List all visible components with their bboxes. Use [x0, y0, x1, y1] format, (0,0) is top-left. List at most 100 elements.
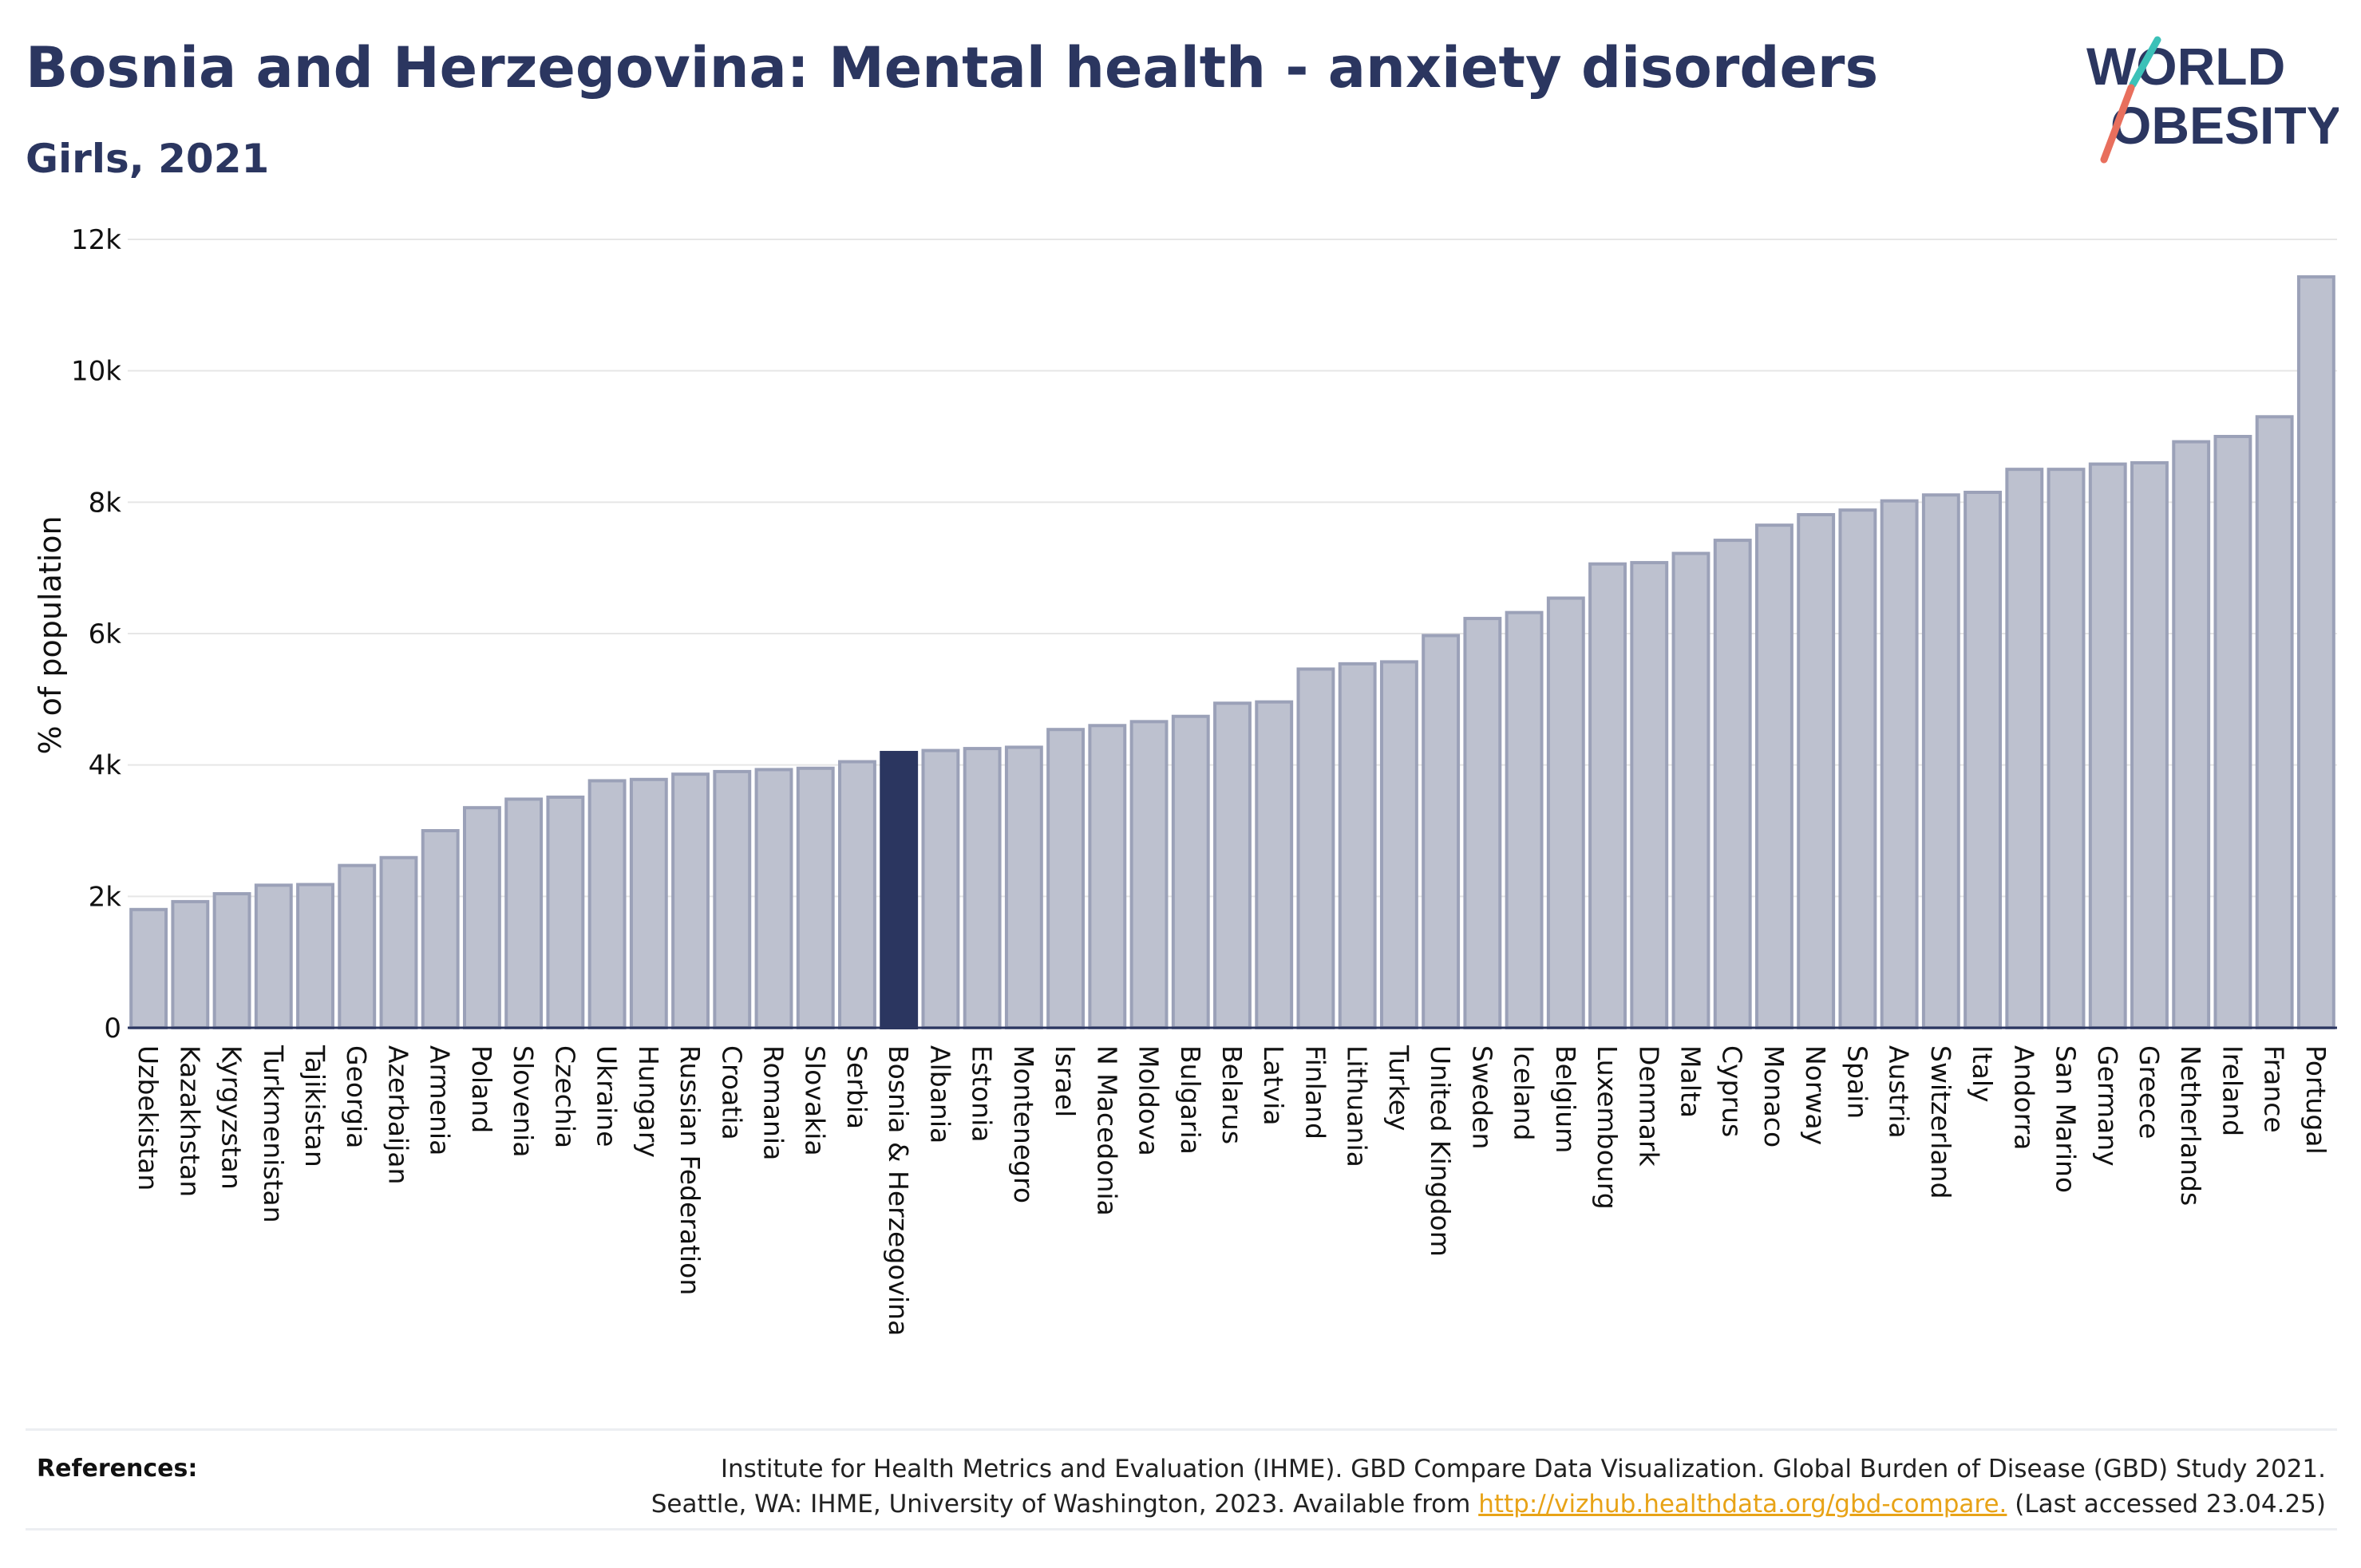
- x-tick-label: Uzbekistan: [132, 1045, 164, 1191]
- bar: [921, 748, 960, 1029]
- chart-title: Bosnia and Herzegovina: Mental health - …: [26, 35, 1879, 101]
- x-tick-label: Turkmenistan: [258, 1045, 289, 1223]
- x-tick-label: Italy: [1967, 1045, 1998, 1103]
- bar: [587, 779, 627, 1030]
- bar: [1797, 512, 1836, 1029]
- y-tick-label: 6k: [89, 618, 122, 650]
- x-tick-label: N Macedonia: [1091, 1045, 1122, 1216]
- logo-line2: OBESITY: [2110, 96, 2339, 155]
- x-tick-label: United Kingdom: [1425, 1045, 1456, 1257]
- bar: [421, 829, 460, 1029]
- bar: [963, 747, 1002, 1029]
- x-tick-label: Andorra: [2008, 1045, 2039, 1150]
- bar: [296, 883, 334, 1029]
- x-tick-label: Turkey: [1383, 1045, 1414, 1131]
- bar: [1088, 724, 1127, 1029]
- bar: [1338, 662, 1377, 1030]
- bar: [129, 907, 168, 1030]
- y-tick-label: 0: [104, 1013, 121, 1045]
- x-tick-label: Lithuania: [1342, 1045, 1373, 1167]
- y-tick-label: 8k: [89, 487, 122, 519]
- tick-labels: 0 2k 4k 6k 8k 10k 12k Uzbekistan Kazakhstan Kyrgy…: [71, 224, 2331, 1336]
- references-text: Institute for Health Metrics and Evaluat…: [651, 1451, 2326, 1522]
- x-tick-label: Azerbaijan: [382, 1045, 413, 1184]
- references-line2-prefix: Seattle, WA: IHME, University of Washing…: [651, 1490, 1479, 1519]
- bar: [2047, 468, 2086, 1029]
- x-tick-label: Croatia: [716, 1045, 747, 1140]
- bar: [1921, 493, 1960, 1029]
- bar-chart: 0 2k 4k 6k 8k 10k 12k Uzbekistan Kazakhstan Kyrgy…: [33, 224, 2337, 1336]
- x-tick-label: Slovenia: [508, 1045, 539, 1157]
- bar: [671, 772, 710, 1030]
- references-line2-suffix: (Last accessed 23.04.25): [2007, 1490, 2326, 1519]
- bar: [504, 797, 544, 1029]
- bar: [1379, 660, 1418, 1029]
- x-tick-label: Armenia: [425, 1045, 456, 1155]
- x-tick-label: Belgium: [1550, 1045, 1581, 1153]
- world-obesity-logo: WORLD OBESITY: [2086, 36, 2339, 164]
- logo-slash-coral: [2100, 84, 2135, 164]
- x-tick-label: Hungary: [633, 1045, 664, 1158]
- references-link[interactable]: http://vizhub.healthdata.org/gbd-compare…: [1478, 1490, 2007, 1519]
- references-line2: Seattle, WA: IHME, University of Washing…: [651, 1487, 2326, 1522]
- bar: [2213, 435, 2252, 1029]
- bar: [1171, 714, 1210, 1029]
- y-tick-label: 12k: [71, 224, 121, 256]
- x-tick-label: Albania: [924, 1045, 955, 1143]
- x-tick-label: Switzerland: [1925, 1045, 1956, 1199]
- references-label: References:: [37, 1455, 198, 1483]
- bar: [754, 768, 793, 1029]
- x-tick-label: Latvia: [1258, 1045, 1289, 1125]
- x-tick-label: San Marino: [2051, 1045, 2082, 1193]
- x-tick-label: Estonia: [967, 1045, 998, 1142]
- bar: [713, 769, 752, 1030]
- bar: [1213, 701, 1252, 1029]
- y-axis-label: % of population: [33, 515, 68, 754]
- references-section: References: Institute for Health Metrics…: [26, 1428, 2337, 1530]
- x-tick-label: Russian Federation: [674, 1045, 706, 1295]
- x-tick-label: Kazakhstan: [174, 1045, 205, 1197]
- x-tick-label: Portugal: [2300, 1045, 2331, 1155]
- bar: [462, 806, 501, 1030]
- bar: [1546, 596, 1585, 1029]
- x-tick-label: Malta: [1675, 1045, 1706, 1118]
- bar: [1296, 667, 1335, 1030]
- chart-subtitle: Girls, 2021: [26, 136, 270, 182]
- x-tick-label: Austria: [1884, 1045, 1915, 1139]
- bar: [1463, 617, 1502, 1029]
- x-tick-label: Kyrgyzstan: [216, 1045, 247, 1190]
- x-tick-label: Denmark: [1633, 1045, 1664, 1167]
- bar: [546, 796, 585, 1029]
- bar: [338, 863, 377, 1030]
- y-tick-label: 4k: [89, 750, 122, 782]
- bar: [1713, 539, 1752, 1029]
- x-tick-label: Cyprus: [1717, 1045, 1748, 1137]
- x-tick-label: France: [2259, 1045, 2290, 1133]
- x-tick-label: Bosnia & Herzegovina: [883, 1045, 914, 1336]
- x-tick-label: Israel: [1050, 1045, 1081, 1117]
- bar: [171, 899, 210, 1030]
- bar: [2172, 440, 2211, 1029]
- x-tick-label: Belarus: [1216, 1045, 1248, 1144]
- x-tick-label: Ireland: [2217, 1045, 2248, 1136]
- x-tick-label: Ukraine: [591, 1045, 623, 1147]
- bar: [2005, 468, 2044, 1029]
- bar: [1838, 508, 1877, 1029]
- references-line1: Institute for Health Metrics and Evaluat…: [720, 1455, 2326, 1483]
- x-tick-label: Poland: [466, 1045, 497, 1133]
- bar: [1004, 745, 1043, 1029]
- bar: [1964, 490, 2003, 1029]
- x-tick-label: Slovakia: [800, 1045, 831, 1156]
- bar: [1422, 634, 1461, 1029]
- x-tick-label: Moldova: [1133, 1045, 1165, 1156]
- x-tick-label: Germany: [2092, 1045, 2123, 1167]
- bar: [1129, 720, 1169, 1029]
- x-tick-label: Serbia: [841, 1045, 872, 1129]
- bar: [2130, 460, 2169, 1029]
- x-tick-label: Bulgaria: [1175, 1045, 1206, 1155]
- bar: [629, 777, 668, 1030]
- x-tick-label: Tajikistan: [299, 1045, 330, 1167]
- x-tick-label: Norway: [1800, 1045, 1831, 1145]
- x-tick-label: Montenegro: [1008, 1045, 1039, 1203]
- bars: [129, 274, 2335, 1030]
